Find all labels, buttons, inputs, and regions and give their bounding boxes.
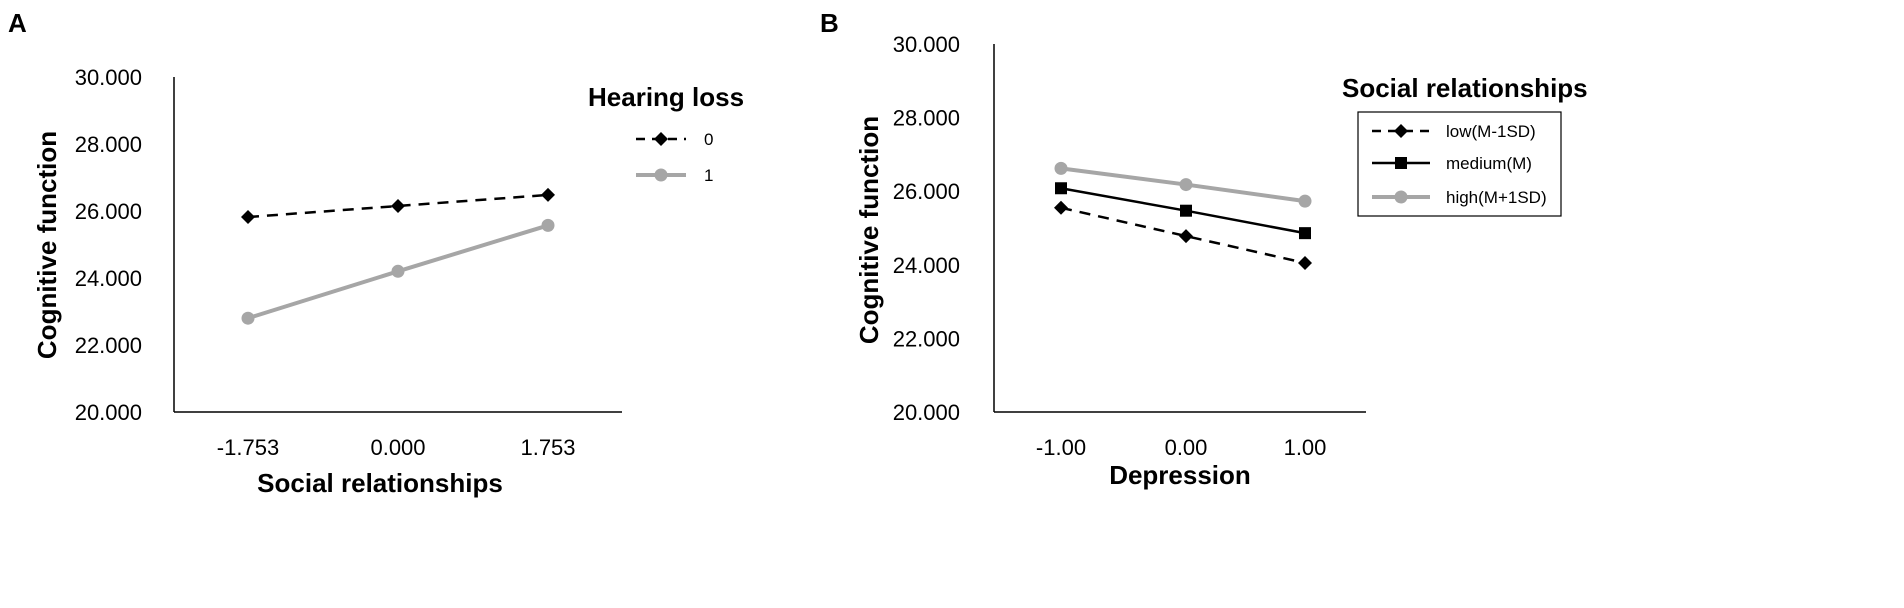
y-tick-label: 30.000 bbox=[893, 32, 960, 57]
legend-marker bbox=[1395, 157, 1407, 169]
legend-title: Hearing loss bbox=[588, 82, 744, 112]
legend-marker bbox=[1394, 124, 1408, 138]
data-point bbox=[1298, 255, 1312, 270]
y-tick-label: 26.000 bbox=[893, 179, 960, 204]
x-axis-title: Depression bbox=[1109, 460, 1251, 490]
chart-panel-b: B 20.000 22.000 24.000 26.000 28.000 30.000 -1.… bbox=[820, 8, 1588, 490]
legend-box bbox=[1357, 111, 1562, 217]
legend-item: 1 bbox=[636, 166, 713, 185]
series-line bbox=[1060, 206, 1306, 265]
legend-item: 0 bbox=[636, 130, 713, 149]
y-tick-label: 22.000 bbox=[893, 326, 960, 351]
y-tick-label: 26.000 bbox=[75, 199, 142, 224]
x-tick-label: -1.753 bbox=[217, 435, 279, 460]
data-point bbox=[241, 210, 255, 225]
data-point bbox=[1299, 227, 1311, 240]
legend-marker bbox=[1394, 190, 1408, 204]
data-point bbox=[1298, 194, 1312, 208]
series-line bbox=[247, 193, 549, 219]
data-point bbox=[1054, 161, 1068, 175]
y-tick-label: 30.000 bbox=[75, 65, 142, 90]
y-tick-label: 24.000 bbox=[75, 266, 142, 291]
legend-label: 0 bbox=[704, 130, 713, 149]
legend-label: medium(M) bbox=[1446, 154, 1532, 173]
x-axis-title: Social relationships bbox=[257, 468, 503, 498]
y-tick-label: 20.000 bbox=[893, 400, 960, 425]
data-point bbox=[1180, 204, 1192, 217]
legend-item: high(M+1SD) bbox=[1372, 188, 1547, 207]
x-tick-label: 1.00 bbox=[1284, 435, 1327, 460]
legend-marker bbox=[654, 168, 668, 182]
legend-label: 1 bbox=[704, 166, 713, 185]
x-tick-label: 0.00 bbox=[1165, 435, 1208, 460]
x-tick-label: 1.753 bbox=[520, 435, 575, 460]
panel-label: A bbox=[8, 8, 27, 38]
y-axis-title: Cognitive function bbox=[32, 131, 62, 359]
legend: Hearing loss 0 1 bbox=[588, 82, 744, 185]
x-tick-label: -1.00 bbox=[1036, 435, 1086, 460]
legend: Social relationships low(M-1SD) medium(M) h… bbox=[1342, 73, 1588, 217]
series-1 bbox=[241, 218, 555, 325]
legend-title: Social relationships bbox=[1342, 73, 1588, 103]
panel-label: B bbox=[820, 8, 839, 38]
legend-item: medium(M) bbox=[1372, 154, 1532, 173]
y-tick-label: 28.000 bbox=[893, 106, 960, 131]
x-tick-label: 0.000 bbox=[370, 435, 425, 460]
legend-marker bbox=[654, 132, 668, 146]
series-medium(M) bbox=[1055, 182, 1311, 240]
legend-label: low(M-1SD) bbox=[1446, 122, 1536, 141]
y-tick-label: 28.000 bbox=[75, 132, 142, 157]
chart-panel-a: A 20.000 22.000 24.000 26.000 28.000 30.000 -1.… bbox=[8, 8, 744, 498]
data-point bbox=[541, 218, 555, 232]
data-point bbox=[1179, 178, 1193, 192]
legend-item: low(M-1SD) bbox=[1372, 122, 1536, 141]
series-0 bbox=[241, 187, 555, 225]
y-tick-label: 24.000 bbox=[893, 253, 960, 278]
data-point bbox=[391, 198, 405, 213]
series-high(M+1SD) bbox=[1054, 161, 1312, 208]
y-tick-label: 22.000 bbox=[75, 333, 142, 358]
series-low(M-1SD) bbox=[1054, 200, 1312, 270]
data-point bbox=[1179, 229, 1193, 244]
y-axis-title: Cognitive function bbox=[854, 116, 884, 344]
data-point bbox=[241, 311, 255, 325]
data-point bbox=[1054, 200, 1068, 215]
data-point bbox=[541, 187, 555, 202]
legend-label: high(M+1SD) bbox=[1446, 188, 1547, 207]
data-point bbox=[1055, 182, 1067, 195]
y-tick-label: 20.000 bbox=[75, 400, 142, 425]
data-point bbox=[391, 264, 405, 278]
